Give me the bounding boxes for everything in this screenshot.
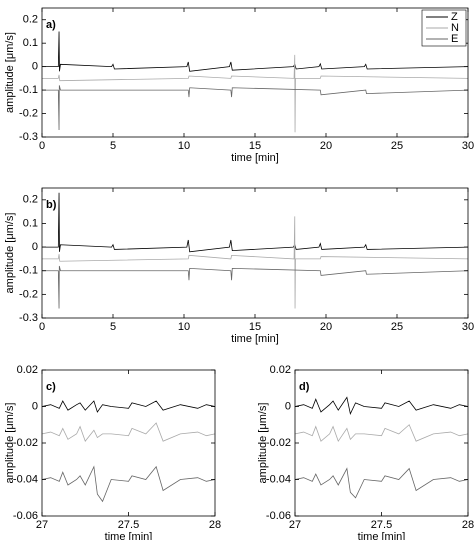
y-axis-label: amplitude [μm/s]: [257, 403, 269, 484]
plot-frame: [294, 369, 469, 517]
y-tick-label: -0.04: [266, 473, 291, 485]
plot-frame: [41, 369, 216, 517]
x-tick-label: 15: [249, 140, 261, 152]
legend-label: N: [451, 22, 459, 34]
x-tick-label: 0: [39, 321, 45, 333]
trace: [41, 422, 216, 442]
x-tick-label: 27.5: [371, 519, 392, 531]
y-axis-label: amplitude [μm/s]: [4, 213, 16, 294]
x-tick-label: 10: [178, 321, 190, 333]
trace: [294, 424, 469, 443]
x-axis-label: time [min]: [231, 152, 279, 164]
panel-label: c): [46, 381, 56, 393]
legend-label: Z: [451, 11, 458, 23]
plot-frame: [41, 187, 469, 319]
x-tick-label: 30: [462, 140, 474, 152]
trace: [42, 192, 469, 253]
y-tick-label: -0.02: [266, 437, 291, 449]
x-tick-label: 0: [39, 140, 45, 152]
y-tick-label: -0.2: [19, 288, 38, 300]
trace: [42, 85, 469, 130]
y-tick-label: -0.1: [19, 84, 38, 96]
x-tick-label: 27: [289, 519, 301, 531]
y-tick-label: 0: [32, 400, 38, 412]
x-axis-label: time [min]: [105, 531, 153, 540]
y-tick-label: -0.1: [19, 265, 38, 277]
trace: [42, 265, 469, 309]
y-axis-label: amplitude [μm/s]: [4, 403, 16, 484]
x-tick-label: 25: [391, 140, 403, 152]
x-tick-label: 15: [249, 321, 261, 333]
y-tick-label: 0.1: [23, 37, 38, 49]
y-tick-label: -0.3: [19, 131, 38, 143]
x-tick-label: 30: [462, 321, 474, 333]
y-tick-label: 0.02: [17, 364, 38, 376]
legend-label: E: [451, 33, 458, 45]
x-tick-label: 25: [391, 321, 403, 333]
y-axis-label: amplitude [μm/s]: [4, 32, 16, 113]
y-tick-label: -0.04: [13, 473, 38, 485]
trace: [42, 216, 469, 309]
trace: [294, 396, 469, 416]
y-tick-label: 0.02: [270, 364, 291, 376]
trace: [41, 465, 216, 503]
x-tick-label: 20: [320, 140, 332, 152]
x-tick-label: 28: [462, 519, 474, 531]
x-axis-label: time [min]: [358, 531, 406, 540]
y-tick-label: -0.02: [13, 437, 38, 449]
y-tick-label: -0.06: [266, 510, 291, 522]
trace: [42, 54, 469, 133]
y-tick-label: 0: [32, 61, 38, 73]
y-tick-label: 0.2: [23, 14, 38, 26]
y-tick-label: -0.2: [19, 107, 38, 119]
plot-frame: [41, 7, 469, 138]
y-tick-label: 0.2: [23, 194, 38, 206]
y-tick-label: -0.06: [13, 510, 38, 522]
trace: [294, 467, 469, 499]
trace: [41, 400, 216, 413]
y-tick-label: 0: [285, 400, 291, 412]
x-tick-label: 10: [178, 140, 190, 152]
y-tick-label: 0.1: [23, 217, 38, 229]
x-axis-label: time [min]: [231, 333, 279, 345]
x-tick-label: 5: [110, 140, 116, 152]
panel-label: a): [46, 19, 56, 31]
x-tick-label: 20: [320, 321, 332, 333]
x-tick-label: 28: [209, 519, 221, 531]
trace: [42, 31, 469, 72]
y-tick-label: -0.3: [19, 312, 38, 324]
panel-label: d): [299, 381, 310, 393]
y-tick-label: 0: [32, 241, 38, 253]
panel-label: b): [46, 199, 57, 211]
x-tick-label: 27.5: [118, 519, 139, 531]
x-tick-label: 5: [110, 321, 116, 333]
x-tick-label: 27: [36, 519, 48, 531]
